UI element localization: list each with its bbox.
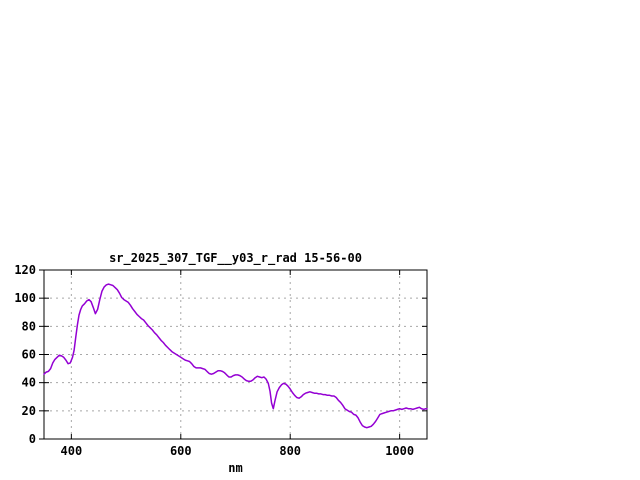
grid-lines [44,270,427,439]
chart-title: sr_2025_307_TGF__y03_r_rad 15-56-00 [109,251,362,266]
x-tick-label-400: 400 [61,444,83,458]
y-axis-tick-labels: 0 20 40 60 80 100 120 [14,263,36,446]
y-tick-label-20: 20 [22,404,36,418]
plot-border [43,269,428,440]
x-tick-label-800: 800 [279,444,301,458]
x-tick-label-1000: 1000 [385,444,414,458]
y-tick-label-100: 100 [14,291,36,305]
y-tick-label-80: 80 [22,319,36,333]
y-tick-label-60: 60 [22,348,36,362]
y-tick-label-120: 120 [14,263,36,277]
x-axis-tick-labels: 400 600 800 1000 [61,444,415,458]
y-tick-label-0: 0 [29,432,36,446]
data-series-line [43,283,428,429]
y-tick-label-40: 40 [22,376,36,390]
x-tick-label-600: 600 [170,444,192,458]
x-axis-label: nm [228,461,242,475]
